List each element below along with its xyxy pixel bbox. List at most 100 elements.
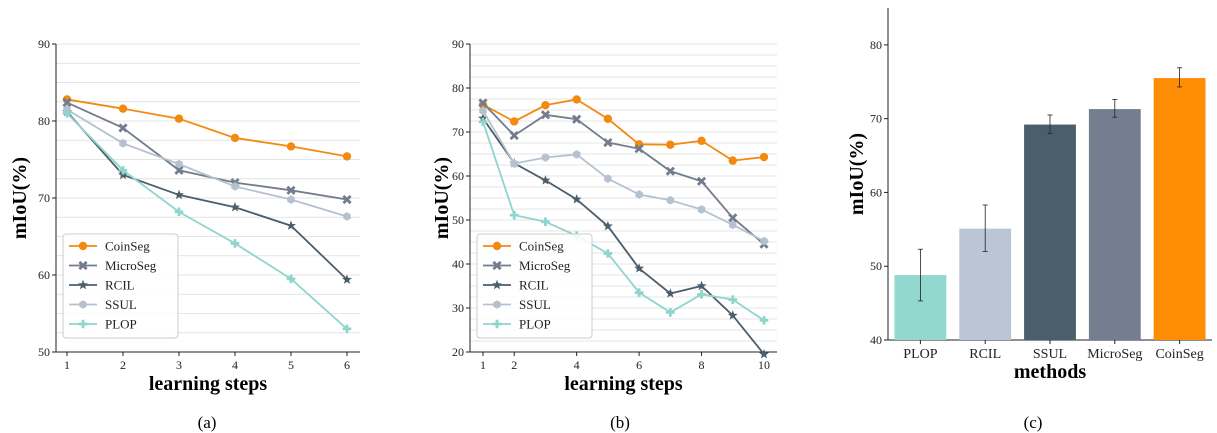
x-tick-label: 1 [64,358,70,372]
data-point [665,288,676,298]
data-point [696,176,707,186]
data-point [666,195,675,205]
caption: (c) [1024,413,1043,432]
data-point [666,308,675,317]
legend-marker [492,279,502,290]
data-point [343,212,351,221]
data-point [118,104,128,113]
data-point [603,249,613,258]
y-tick-label: 60 [452,169,464,183]
data-point [728,295,738,304]
data-point [230,133,240,143]
bar [1024,124,1076,341]
legend-box [62,233,179,339]
data-point [230,239,240,248]
bar-coinseg: CoinSeg [1153,67,1206,362]
y-tick-label: 70 [38,191,50,205]
y-tick-label: 70 [452,125,464,139]
bar-microseg: MicroSeg [1087,99,1142,362]
series-line-ssul [66,108,348,218]
x-tick-label: 6 [344,358,350,372]
legend-label: SSUL [105,297,137,312]
data-point [759,152,769,162]
data-point [479,106,487,116]
y-tick-label: 20 [452,345,464,359]
legend-label: MicroSeg [105,258,157,273]
bar-rcil: RCIL [959,204,1012,362]
data-point [231,182,239,191]
caption: (b) [610,413,630,432]
legend-marker [492,241,502,251]
legend-marker [492,319,502,329]
data-point [540,175,551,185]
legend-item-plop: PLOP [483,317,551,332]
y-tick-label: 80 [452,81,464,95]
y-tick-label: 40 [870,333,882,347]
series-line-ssul [482,110,765,242]
data-point [478,117,488,127]
legend-item-ssul: SSUL [69,297,137,312]
data-point [174,114,184,123]
legend-item-coinseg: CoinSeg [69,239,150,254]
y-tick-label: 60 [38,268,50,282]
series-line-plop [66,112,348,330]
legend-marker [79,300,87,309]
data-point [666,140,675,149]
data-point [342,324,352,334]
y-tick-label: 90 [452,37,464,51]
y-tick-label: 80 [38,114,50,128]
data-point [540,110,551,120]
series-line-coinseg [66,98,348,158]
legend-label: CoinSeg [105,239,150,254]
series-plop [62,109,352,334]
legend-box [476,233,593,339]
data-point [760,236,768,246]
data-point [510,159,518,168]
legend-label: MicroSeg [519,258,571,273]
data-point [634,144,644,154]
x-tick-label: MicroSeg [1087,347,1142,362]
y-axis-label: mIoU(%) [846,133,868,215]
y-axis-label: mIoU(%) [431,157,453,239]
data-point [603,114,613,124]
data-point [342,194,352,205]
series-line-coinseg [482,98,765,162]
data-point [603,137,613,148]
series-line-microseg [482,102,765,245]
legend-label: RCIL [105,278,135,293]
series-coinseg [478,95,769,165]
legend-marker [78,319,88,329]
data-point [286,185,296,195]
data-point [286,274,296,284]
bar [1088,109,1141,340]
series-line-microseg [66,101,348,201]
data-point [174,207,184,217]
series-line-rcil [66,111,348,281]
series-line-plop [482,121,765,322]
data-point [342,152,352,161]
series-line-rcil [482,117,765,355]
data-point [572,95,581,104]
data-point [634,288,644,297]
x-tick-label: CoinSeg [1155,347,1203,362]
y-tick-label: 50 [870,259,882,273]
data-point [174,189,184,200]
data-point [728,213,738,223]
data-point [635,190,643,199]
x-tick-label: 3 [176,358,182,372]
data-point [118,165,128,175]
data-point [509,210,519,220]
legend-item-ssul: SSUL [483,297,551,312]
data-point [175,159,183,169]
x-tick-label: 4 [574,358,580,372]
series-ssul [479,106,768,246]
data-point [478,98,488,108]
data-point [697,290,706,299]
data-point [230,202,240,212]
y-tick-label: 30 [452,301,464,315]
legend-marker [78,241,88,251]
data-point [572,114,582,124]
chart-a: 50 60 70 80 90 1 2 3 4 5 6 CoinSeg MicroSeg RCIL SSUL P… [9,37,360,432]
data-point [119,139,127,148]
